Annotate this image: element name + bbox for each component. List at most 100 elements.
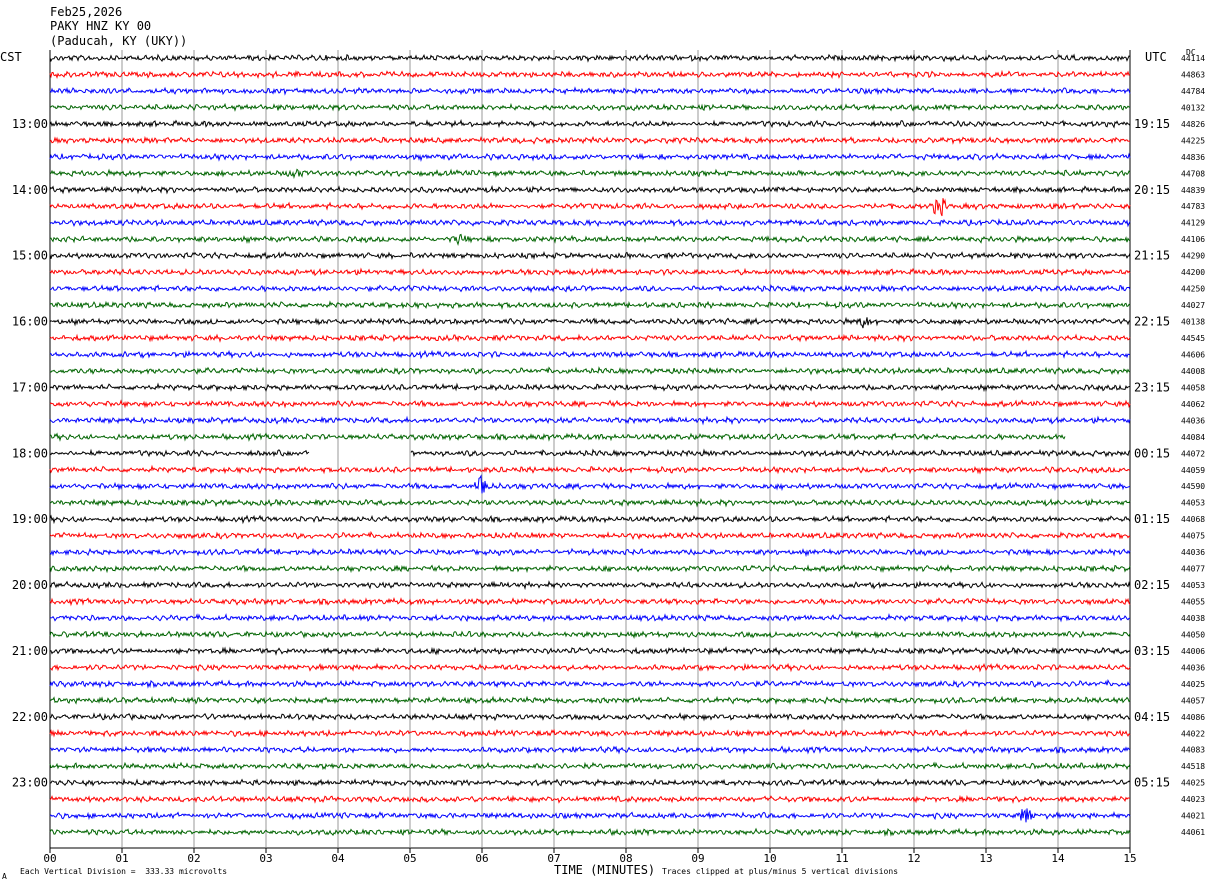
dc-offset-label: 44027	[1181, 301, 1205, 310]
plot-date: Feb25,2026	[50, 5, 123, 19]
seismic-trace	[49, 597, 1131, 607]
dc-offset-label: 44055	[1181, 598, 1205, 607]
utc-hour-label: 03:15	[1134, 644, 1170, 658]
dc-offset-label: 44086	[1181, 713, 1205, 722]
dc-offset-label: 44106	[1181, 235, 1205, 244]
dc-offset-label: 44200	[1181, 268, 1205, 277]
utc-hour-label: 22:15	[1134, 315, 1170, 329]
dc-offset-label: 44023	[1181, 795, 1205, 804]
seismic-trace	[49, 448, 1131, 458]
utc-hour-label: 21:15	[1134, 249, 1170, 263]
dc-offset-label: 44038	[1181, 614, 1205, 623]
utc-hour-label: 00:15	[1134, 446, 1170, 460]
x-tick-label: 13	[979, 852, 992, 865]
footer-mark: A	[2, 872, 7, 881]
dc-offset-label: 44783	[1181, 202, 1205, 211]
dc-offset-label: 44545	[1181, 334, 1205, 343]
x-tick-label: 02	[187, 852, 200, 865]
dc-offset-label: 44083	[1181, 746, 1205, 755]
dc-offset-label: 44068	[1181, 515, 1205, 524]
dc-offset-label: 44072	[1181, 449, 1205, 458]
dc-offset-label: 44290	[1181, 252, 1205, 261]
dc-offset-label: 40138	[1181, 318, 1205, 327]
utc-hour-label: 04:15	[1134, 710, 1170, 724]
seismic-trace	[49, 678, 1131, 689]
cst-hour-label: 16:00	[12, 315, 48, 329]
seismic-trace	[49, 777, 1131, 788]
seismic-trace	[49, 184, 1131, 195]
left-timezone-label: CST	[0, 50, 22, 64]
seismic-trace	[49, 119, 1131, 129]
seismic-trace	[49, 612, 1131, 623]
x-tick-label: 04	[331, 852, 345, 865]
utc-hour-label: 05:15	[1134, 776, 1170, 790]
dc-offset-label: 44836	[1181, 153, 1205, 162]
seismic-trace	[49, 827, 1131, 837]
dc-offset-label: 44590	[1181, 482, 1205, 491]
station-code: PAKY HNZ KY 00	[50, 19, 152, 33]
right-timezone-label: UTC	[1145, 50, 1167, 64]
x-tick-label: 14	[1051, 852, 1065, 865]
utc-hour-label: 02:15	[1134, 578, 1170, 592]
utc-hour-label: 23:15	[1134, 380, 1170, 394]
dc-offset-label: 44025	[1181, 779, 1205, 788]
seismic-trace	[49, 135, 1130, 145]
dc-offset-label: 44050	[1181, 630, 1205, 639]
seismic-trace	[49, 198, 1131, 217]
x-tick-label: 03	[259, 852, 272, 865]
dc-offset-label: 44036	[1181, 416, 1205, 425]
vertical-scale-note: Each Vertical Division = 333.33 microvol…	[20, 867, 228, 876]
dc-offset-label: 44114	[1181, 54, 1205, 63]
seismic-trace	[50, 645, 1131, 656]
dc-offset-label: 44225	[1181, 136, 1205, 145]
cst-hour-label: 22:00	[12, 710, 48, 724]
cst-hour-label: 13:00	[12, 117, 48, 131]
seismic-trace	[49, 794, 1130, 804]
x-tick-label: 00	[43, 852, 56, 865]
dc-offset-label: 44053	[1181, 581, 1205, 590]
seismic-trace	[49, 316, 1131, 329]
seismic-trace	[49, 761, 1131, 771]
seismic-trace	[49, 333, 1131, 343]
x-tick-label: 05	[403, 852, 416, 865]
dc-offset-label: 44021	[1181, 812, 1205, 821]
cst-hour-label: 20:00	[12, 578, 48, 592]
seismic-trace	[49, 808, 1131, 823]
utc-hour-label: 20:15	[1134, 183, 1170, 197]
dc-offset-label: 44863	[1181, 70, 1205, 79]
dc-column-label: DC	[1186, 48, 1196, 57]
dc-offset-label: 44075	[1181, 532, 1205, 541]
seismic-trace	[49, 474, 1131, 494]
dc-offset-label: 44006	[1181, 647, 1205, 656]
dc-offset-label: 44077	[1181, 565, 1205, 574]
cst-hour-label: 21:00	[12, 644, 48, 658]
x-axis-title: TIME (MINUTES)	[554, 863, 656, 877]
seismic-trace	[49, 283, 1131, 294]
dc-offset-label: 44784	[1181, 87, 1205, 96]
seismic-trace	[49, 547, 1131, 558]
seismic-trace	[49, 102, 1131, 112]
seismic-trace	[49, 69, 1131, 80]
seismic-trace	[49, 662, 1131, 673]
dc-offset-label: 44008	[1181, 367, 1205, 376]
seismic-trace	[49, 514, 1131, 525]
x-tick-label: 09	[691, 852, 704, 865]
seismic-trace	[49, 399, 1131, 409]
seismic-trace	[49, 349, 1131, 360]
x-tick-label: 15	[1123, 852, 1136, 865]
dc-offset-label: 44084	[1181, 433, 1205, 442]
seismic-trace	[49, 415, 1131, 426]
x-tick-label: 08	[619, 852, 632, 865]
x-tick-label: 07	[547, 852, 560, 865]
cst-hour-label: 23:00	[12, 776, 48, 790]
seismic-trace	[49, 497, 1131, 508]
dc-offset-label: 44022	[1181, 729, 1205, 738]
seismic-trace	[49, 464, 1131, 475]
seismic-trace	[49, 382, 1131, 393]
seismic-trace	[49, 695, 1131, 705]
seismic-trace	[49, 432, 1066, 442]
seismic-trace	[49, 300, 1131, 311]
dc-offset-label: 44518	[1181, 762, 1205, 771]
dc-offset-label: 44025	[1181, 680, 1205, 689]
